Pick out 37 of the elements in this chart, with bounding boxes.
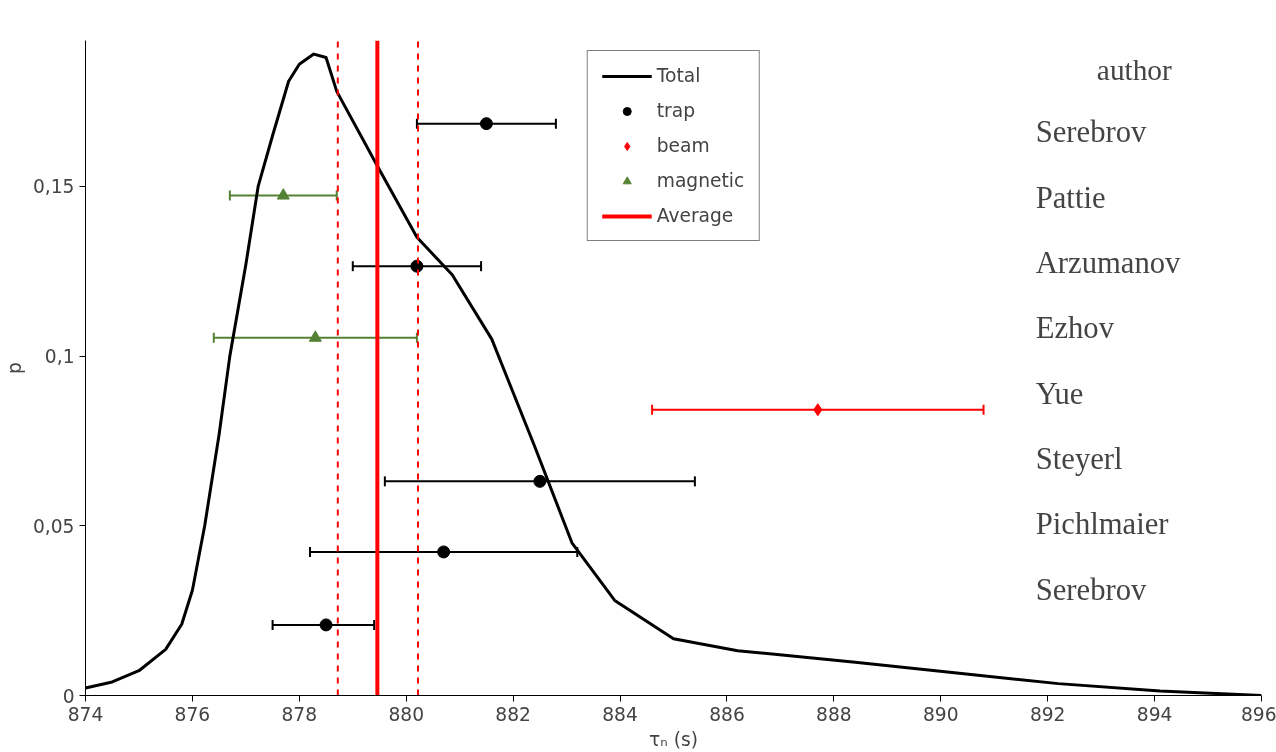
x-tick-label: 894 — [1136, 703, 1173, 725]
x-tick-label: 892 — [1029, 703, 1066, 725]
x-tick-label: 886 — [709, 703, 745, 725]
annotation: Serebrov — [1035, 572, 1148, 607]
x-tick-label: 890 — [922, 703, 959, 725]
point — [533, 474, 547, 488]
x-tick-label: 896 — [1240, 703, 1276, 725]
point — [319, 618, 333, 632]
point — [276, 188, 290, 200]
annotation: Ezhov — [1035, 311, 1115, 346]
x-tick-label: 882 — [495, 703, 531, 725]
point — [308, 330, 322, 342]
x-tick-label: 888 — [816, 703, 852, 725]
annotation: Arzumanov — [1035, 245, 1182, 280]
annotation: Serebrov — [1035, 115, 1148, 150]
annotation: Pichlmaier — [1035, 507, 1169, 542]
x-tick-label: 878 — [281, 703, 318, 725]
legend-label: Total — [656, 65, 701, 86]
y-tick-label: 0,15 — [32, 176, 75, 198]
legend-label: beam — [656, 135, 710, 156]
legend-label: Average — [656, 205, 734, 226]
x-tick-label: 884 — [602, 703, 638, 725]
y-tick-label: 0,1 — [44, 346, 75, 368]
point — [813, 403, 823, 417]
legend-label: magnetic — [656, 170, 745, 191]
point — [437, 545, 451, 559]
annotation: author — [1096, 53, 1173, 86]
x-axis-title: τₙ (s) — [649, 728, 698, 750]
y-axis-title: p — [3, 362, 25, 374]
x-tick-label: 880 — [388, 703, 425, 725]
annotation: Pattie — [1035, 180, 1106, 215]
point — [479, 117, 493, 131]
annotation: Steyerl — [1035, 442, 1123, 477]
annotation: Yue — [1035, 376, 1084, 411]
x-tick-label: 876 — [174, 703, 211, 725]
legend-label: trap — [656, 100, 696, 121]
y-tick-label: 0,05 — [32, 515, 75, 537]
